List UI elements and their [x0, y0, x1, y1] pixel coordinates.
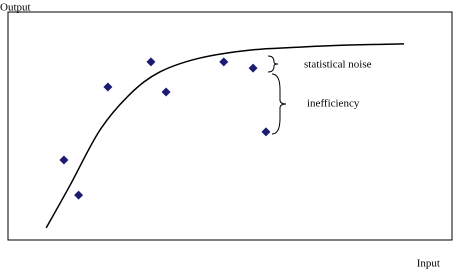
data-point	[103, 82, 113, 92]
x-axis-label: Input	[417, 258, 440, 270]
data-point	[261, 127, 271, 137]
annotation: inefficiency	[307, 98, 360, 110]
data-point	[248, 63, 258, 73]
noise-brace	[267, 55, 279, 73]
plot-frame	[7, 11, 453, 241]
inefficiency-brace	[271, 73, 287, 135]
data-point	[219, 57, 229, 67]
annotation: statistical noise	[304, 59, 372, 71]
data-point	[74, 190, 84, 200]
data-point	[161, 87, 171, 97]
data-point	[146, 57, 156, 67]
frontier-curve	[45, 43, 405, 229]
y-axis-label: Output	[0, 2, 31, 14]
data-point	[59, 155, 69, 165]
